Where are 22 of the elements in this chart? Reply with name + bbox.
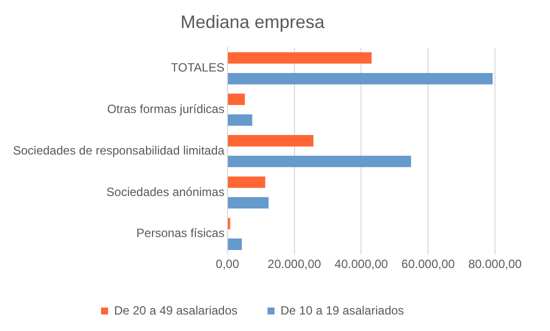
x-tick-label: 40.000,00: [334, 257, 388, 272]
bar: [228, 238, 242, 250]
bar: [228, 114, 252, 126]
x-tick-label: 60.000,00: [401, 257, 456, 272]
bar: [228, 176, 266, 188]
x-tick-label: 80.000,00: [468, 257, 522, 272]
bar: [228, 72, 493, 84]
bar: [228, 156, 412, 168]
bar: [228, 52, 372, 64]
x-tick-label: 0,00: [216, 257, 240, 272]
bar: [228, 94, 245, 106]
bar: [228, 197, 269, 209]
y-tick-label: Sociedades de responsabilidad limitada: [12, 143, 225, 158]
legend-label: De 20 a 49 asalariados: [114, 303, 238, 318]
y-tick-label: TOTALES: [170, 60, 224, 75]
y-tick-label: Sociedades anónimas: [106, 184, 224, 199]
y-tick-label: Otras formas jurídicas: [107, 102, 224, 116]
chart-title: Mediana empresa: [180, 12, 326, 32]
legend-label: De 10 a 19 asalariados: [280, 303, 404, 318]
x-tick-label: 20.000,00: [268, 257, 322, 272]
bar: [228, 135, 314, 146]
y-tick-label: Personas físicas: [136, 226, 224, 240]
